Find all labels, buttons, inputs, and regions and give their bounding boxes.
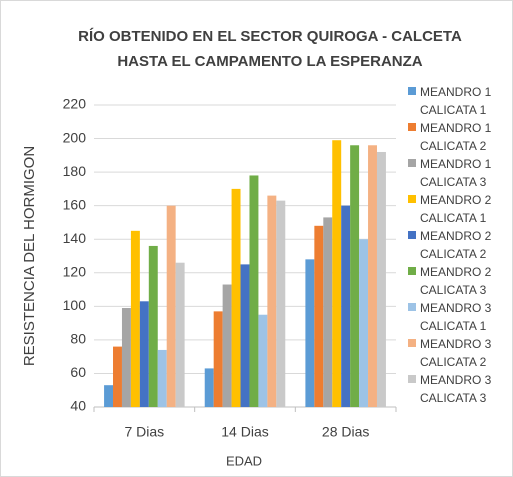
y-axis-label: RESISTENCIA DEL HORMIGON [21,146,38,366]
x-axis-label: EDAD [226,453,262,468]
bar [130,230,140,407]
legend-label: MEANDRO 1 CALICATA 3 [420,157,492,189]
bar [258,314,268,407]
bar [240,264,250,407]
y-tick-label: 120 [63,263,87,279]
bar [231,188,241,407]
bar [314,225,324,407]
legend-swatch [408,87,416,95]
bar [121,308,131,407]
bar [222,284,232,407]
x-tick-label: 14 Dias [221,424,268,440]
bar [213,311,223,407]
legend-swatch [408,195,416,203]
legend-label: MEANDRO 1 CALICATA 1 [420,85,492,117]
legend-label: MEANDRO 3 CALICATA 2 [420,337,492,369]
bar [305,259,315,407]
bar [204,368,214,407]
bar [104,385,114,407]
legend-label: MEANDRO 3 CALICATA 1 [420,301,492,333]
legend-swatch [408,303,416,311]
y-tick-label: 180 [63,163,87,179]
bar [368,145,377,407]
chart-title: RÍO OBTENIDO EN EL SECTOR QUIROGA - CALC… [78,28,462,70]
legend-label: MEANDRO 2 CALICATA 3 [420,265,492,297]
legend-swatch [408,339,416,347]
bar [341,205,351,407]
bar [148,245,158,407]
y-tick-label: 80 [70,331,86,347]
bar [276,200,286,407]
y-tick-label: 200 [63,129,87,145]
bar [267,195,277,407]
bar [166,205,176,407]
x-tick-label: 28 Dias [322,424,369,440]
x-tick-label: 7 Dias [124,424,164,440]
legend-swatch [408,159,416,167]
y-tick-label: 220 [63,96,87,112]
bar [359,239,369,407]
y-tick-label: 160 [63,196,87,212]
legend-swatch [408,375,416,383]
legend-swatch [408,231,416,239]
bar [113,346,122,407]
bar [249,175,259,407]
legend-swatch [408,267,416,275]
bar [157,349,167,407]
y-tick-label: 40 [70,398,86,414]
legend-label: MEANDRO 1 CALICATA 2 [420,121,492,153]
bar [323,217,333,407]
bar [175,262,185,407]
bar [376,151,386,407]
bar [350,145,360,407]
y-tick-label: 140 [63,230,87,246]
legend-swatch [408,123,416,131]
legend-label: MEANDRO 2 CALICATA 2 [420,229,492,261]
legend-label: MEANDRO 3 CALICATA 3 [420,373,492,405]
legend-label: MEANDRO 2 CALICATA 1 [420,193,492,225]
bar [332,140,342,407]
y-tick-label: 60 [70,364,86,380]
y-tick-label: 100 [63,297,87,313]
bar [139,301,149,407]
